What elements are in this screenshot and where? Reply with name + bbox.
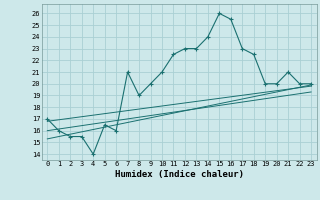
X-axis label: Humidex (Indice chaleur): Humidex (Indice chaleur): [115, 170, 244, 179]
